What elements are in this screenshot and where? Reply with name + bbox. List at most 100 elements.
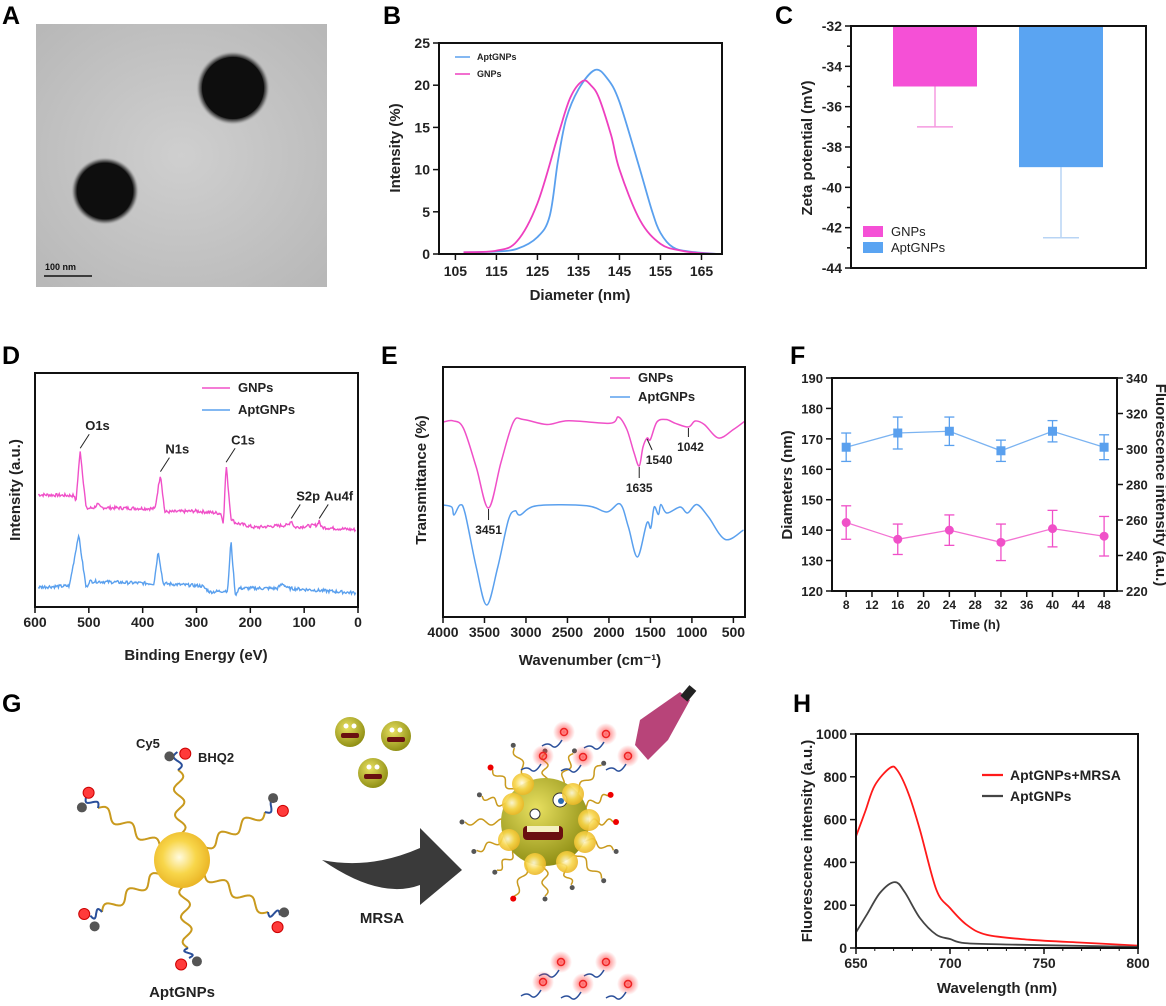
data-point-diameter — [996, 537, 1006, 547]
y-tick-label: 160 — [801, 462, 823, 477]
data-point-diameter — [1048, 524, 1058, 534]
x-axis-title: Time (h) — [950, 617, 1000, 632]
cy5-fluorophore — [556, 957, 566, 967]
x-axis-title: Diameter (nm) — [530, 287, 631, 304]
x-tick-label: 12 — [865, 598, 879, 612]
panel-label-d: D — [2, 342, 20, 370]
y-tick-label: -40 — [822, 179, 842, 195]
series-line-gnps — [443, 416, 746, 509]
linker-strand — [101, 872, 161, 913]
x-tick-label: 2000 — [593, 624, 624, 640]
aptamer-strand — [89, 907, 103, 920]
y-tick-label: 180 — [801, 401, 823, 416]
annotation-leader — [79, 433, 90, 449]
y-axis-title-left: Diameters (nm) — [779, 430, 796, 539]
bhq2-quencher — [164, 751, 175, 762]
y-axis-title: Fluorescence intensity (a.u.) — [799, 740, 816, 943]
gold-nanoparticle — [502, 793, 524, 815]
data-point-diameter — [944, 525, 954, 535]
bhq2-quencher — [268, 793, 279, 804]
cy5-fluorophore — [601, 729, 611, 739]
series-line-aptgnps — [463, 68, 718, 255]
data-point-fluorescence — [1048, 426, 1058, 436]
annotation-leader — [225, 447, 236, 463]
bhq2-quencher — [279, 907, 290, 918]
bacterium-mouth — [387, 737, 405, 742]
x-tick-label: 400 — [131, 614, 155, 630]
plot-frame-h — [855, 733, 1139, 949]
y-tick-label: 240 — [1126, 549, 1148, 564]
y-tick-label: 0 — [422, 246, 430, 262]
y-tick-label: 400 — [824, 854, 848, 870]
bhq2-quencher — [191, 956, 202, 967]
y-tick-label: -38 — [822, 139, 842, 155]
x-tick-label: 0 — [354, 614, 362, 630]
cy5-fluorophore — [623, 979, 633, 989]
linker-strand — [178, 885, 193, 949]
fluorescence-glow — [595, 951, 617, 973]
annotation-leader — [646, 438, 653, 451]
gold-nanoparticle — [556, 851, 578, 873]
panel-label-g: G — [2, 690, 21, 718]
peak-label-3451: 3451 — [475, 523, 502, 537]
legend-label: AptGNPs+MRSA — [1010, 767, 1121, 783]
peak-label-1540: 1540 — [646, 453, 673, 467]
data-point-diameter — [1099, 531, 1109, 541]
y-tick-label: 800 — [824, 769, 848, 785]
y-axis-title: Zeta potential (mV) — [799, 80, 816, 215]
nanoparticle-core — [77, 163, 133, 219]
mrsa-bacteria — [335, 717, 411, 788]
panel-label-a: A — [2, 2, 20, 30]
released-aptamer — [605, 763, 627, 772]
x-tick-label: 1000 — [676, 624, 707, 640]
y-tick-label: 190 — [801, 371, 823, 386]
fluorescence-glow — [553, 721, 575, 743]
x-tick-label: 105 — [444, 263, 468, 279]
y-tick-label: 280 — [1126, 478, 1148, 493]
data-point-fluorescence — [996, 446, 1006, 456]
cy5-fluorophore — [276, 804, 289, 817]
x-axis-title: Wavenumber (cm⁻¹) — [519, 652, 661, 669]
tem-background — [36, 24, 327, 287]
x-tick-label: 700 — [938, 955, 962, 971]
y-tick-label: 320 — [1126, 407, 1148, 422]
released-aptamer — [605, 991, 627, 1000]
x-tick-label: 155 — [649, 263, 673, 279]
bhq2-quencher — [76, 802, 87, 813]
panel-label-c: C — [775, 2, 793, 30]
y-tick-label: 220 — [1126, 584, 1148, 599]
legend-label: AptGNPs — [891, 240, 946, 255]
x-axis-title: Wavelength (nm) — [937, 980, 1057, 997]
x-tick-label: 600 — [23, 614, 47, 630]
y-tick-label: 260 — [1126, 513, 1148, 528]
x-tick-label: 145 — [608, 263, 632, 279]
y-tick-label: 15 — [414, 119, 430, 135]
x-tick-label: 44 — [1072, 598, 1086, 612]
bhq2-quencher — [510, 742, 516, 748]
data-point-fluorescence — [1099, 442, 1109, 452]
x-tick-label: 135 — [567, 263, 591, 279]
y-tick-label: 20 — [414, 77, 430, 93]
x-tick-label: 800 — [1126, 955, 1150, 971]
peak-label-s2p: S2p — [296, 488, 320, 503]
fluorescence-glow — [550, 951, 572, 973]
bhq2-quencher — [601, 760, 607, 766]
series-line-aptgnps — [855, 881, 1139, 948]
aptamer-strand — [84, 796, 100, 809]
x-tick-label: 36 — [1020, 598, 1034, 612]
released-aptamer — [520, 989, 542, 998]
x-axis-title: Binding Energy (eV) — [124, 647, 267, 664]
gold-nanoparticle — [498, 829, 520, 851]
gold-nanoparticle — [574, 831, 596, 853]
released-aptamer — [583, 741, 605, 750]
fluorescence-glow — [617, 745, 639, 767]
cy5-fluorophore — [538, 751, 548, 761]
cy5-fluorophore — [613, 819, 619, 825]
bacterium-icon — [381, 721, 411, 751]
gold-nanoparticle — [154, 832, 210, 888]
y-tick-label: 120 — [801, 584, 823, 599]
bar-aptgnps — [1019, 26, 1103, 168]
bacterium-eye — [374, 764, 380, 770]
legend-label: GNPs — [477, 69, 502, 79]
